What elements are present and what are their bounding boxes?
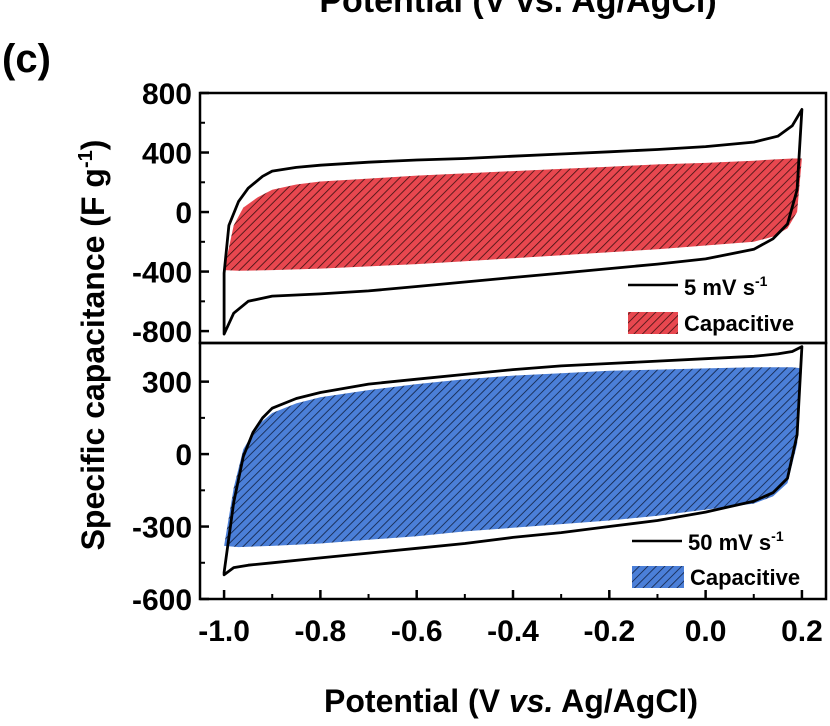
x-tick-label: -0.2: [583, 615, 635, 648]
legend-hatch-swatch: [628, 312, 678, 334]
x-axis-label-italic: vs.: [509, 683, 553, 719]
cv-curve: [222, 345, 804, 577]
legend-bottom: 50 mV s-1 Capacitive: [632, 528, 800, 590]
legend-scan-rate-sup: -1: [755, 273, 768, 289]
x-tick-label: -0.4: [487, 615, 539, 648]
x-axis-label-post: Ag/AgCl): [553, 683, 698, 719]
y-axis-label-close: ): [75, 140, 111, 151]
panel-label: (c): [2, 37, 51, 81]
legend-scan-rate-text: 50 mV s: [688, 530, 771, 555]
legend-scan-rate-text: 5 mV s: [684, 275, 755, 300]
y-tick-label: -800: [132, 316, 192, 349]
legend-label-capacitive: Capacitive: [690, 565, 800, 590]
legend-label-capacitive: Capacitive: [684, 311, 794, 336]
y-tick-label: 400: [142, 138, 192, 171]
y-axis-label-sup: -1: [75, 150, 97, 168]
legend-label-scan-rate: 5 mV s-1: [684, 273, 768, 300]
legend-label-scan-rate: 50 mV s-1: [688, 528, 784, 555]
capacitive-region: [224, 158, 802, 271]
legend-scan-rate-sup: -1: [771, 528, 784, 544]
panel-top: 800 400 0 -400 -800 5 mV s-1 Capacitive: [132, 78, 828, 349]
cv-curve: [222, 108, 804, 336]
y-axis-label: Specific capacitance (F g-1): [75, 140, 111, 551]
x-tick-label: -0.6: [391, 615, 443, 648]
x-axis-label-pre: Potential (V: [324, 683, 509, 719]
y-tick-label: 800: [142, 78, 192, 111]
x-tick-label: -0.8: [295, 615, 347, 648]
y-tick-label: -600: [132, 584, 192, 617]
cropped-top-xlabel: Potential (V vs. Ag/AgCl): [319, 0, 716, 20]
x-tick-label: 0.0: [685, 615, 727, 648]
y-tick-label: 300: [142, 367, 192, 400]
x-axis-label: Potential (V vs. Ag/AgCl): [324, 683, 698, 719]
y-tick-label: 0: [175, 197, 192, 230]
x-tick-label: 0.2: [781, 615, 823, 648]
y-axis-label-main: Specific capacitance (F g: [75, 168, 111, 550]
x-tick-label: -1.0: [198, 615, 250, 648]
y-tick-label: -400: [132, 257, 192, 290]
legend-top: 5 mV s-1 Capacitive: [628, 273, 794, 336]
legend-hatch-swatch: [632, 566, 684, 588]
y-tick-label: 0: [175, 439, 192, 472]
capacitive-region: [224, 367, 802, 548]
y-tick-label: -300: [132, 512, 192, 545]
